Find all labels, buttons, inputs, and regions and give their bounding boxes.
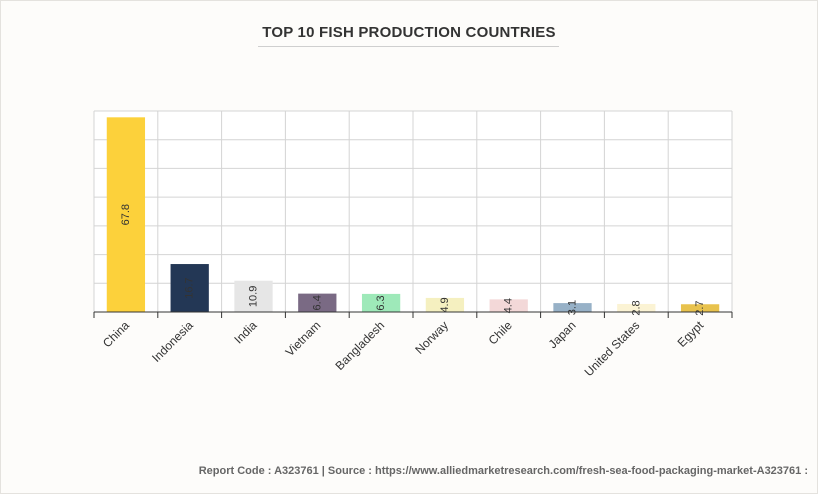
bar	[298, 293, 337, 312]
x-tick-label: India	[231, 318, 260, 347]
bar	[553, 303, 592, 312]
bar	[234, 280, 273, 312]
bar	[361, 293, 401, 312]
x-tick-label: China	[100, 318, 132, 350]
bar-group	[106, 117, 720, 313]
chart-title: TOP 10 FISH PRODUCTION COUNTRIES	[262, 24, 556, 41]
bar	[425, 297, 465, 312]
data-label: 6.3	[375, 295, 387, 310]
data-label: 3.1	[567, 300, 579, 315]
data-label: 2.8	[630, 300, 642, 315]
x-tick-label-group: China Indonesia India Vietnam Bangladesh Norw…	[100, 318, 707, 379]
bar	[489, 299, 528, 312]
bar	[617, 303, 656, 312]
data-label: 10.9	[248, 286, 260, 307]
x-tick-label: Bangladesh	[332, 318, 387, 373]
data-label: 6.4	[311, 295, 323, 310]
bar	[680, 304, 720, 312]
x-axis	[93, 311, 733, 318]
source-footer: Report Code : A323761 | Source : https:/…	[198, 465, 808, 477]
x-tick-label: Egypt	[675, 318, 707, 350]
data-label: 4.9	[439, 297, 451, 312]
bar	[106, 117, 146, 313]
x-tick-label: Chile	[486, 318, 515, 347]
bar	[170, 264, 209, 312]
x-tick-label: Norway	[412, 318, 451, 357]
x-tick-label: Vietnam	[283, 318, 324, 359]
x-tick-label: Japan	[546, 318, 579, 351]
data-label: 4.4	[503, 298, 515, 313]
data-label: 16.7	[184, 277, 196, 298]
data-label: 67.8	[120, 204, 132, 225]
title-underline	[258, 46, 559, 47]
x-tick-label: United States	[582, 318, 643, 379]
data-label: 2.7	[694, 300, 706, 315]
chart-grid	[93, 110, 733, 313]
x-tick-label: Indonesia	[149, 318, 196, 365]
